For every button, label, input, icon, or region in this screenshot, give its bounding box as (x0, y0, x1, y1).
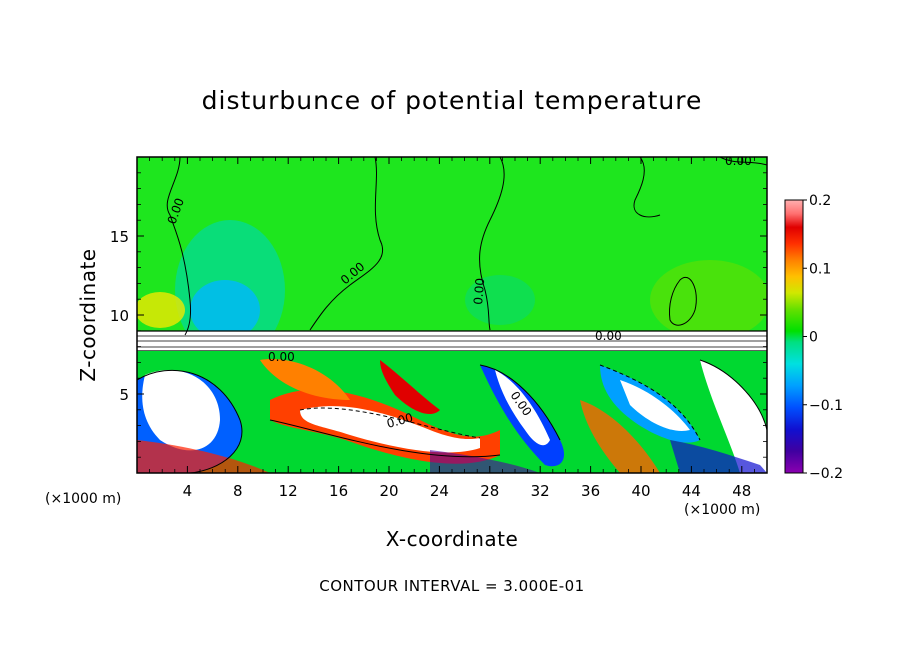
colorbar (784, 199, 804, 474)
contour-label: 0.00 (385, 410, 414, 430)
y-tick-label: 5 (119, 386, 129, 404)
colorbar-tick-label: 0.1 (809, 261, 831, 277)
x-tick-label: 24 (430, 482, 449, 500)
y-tick-label: 10 (110, 307, 129, 325)
x-axis: 4 8 12 16 20 24 28 32 36 40 44 48 (149, 157, 755, 500)
x-tick-label: 8 (233, 482, 243, 500)
x-tick-label: 20 (379, 482, 398, 500)
z-unit-label: (×1000 m) (45, 491, 122, 507)
x-tick-label: 32 (531, 482, 550, 500)
field-image: 0.00 0.00 0.00 0.00 0.00 0.00 0.00 0.00 (137, 154, 767, 473)
contour-label: 0.00 (595, 329, 622, 343)
x-unit-label: (×1000 m) (684, 502, 761, 518)
contour-interval-note: CONTOUR INTERVAL = 3.000E-01 (319, 577, 585, 595)
x-tick-label: 40 (631, 482, 650, 500)
contour-label: 0.00 (725, 154, 752, 168)
y-axis: 5 10 15 (110, 172, 767, 458)
colorbar-tick-label: 0.2 (809, 193, 831, 209)
y-tick-label: 15 (110, 228, 129, 246)
colorbar-tick-label: −0.2 (809, 466, 843, 482)
y-axis-label: Z-coordinate (76, 248, 100, 382)
x-tick-label: 12 (279, 482, 298, 500)
x-tick-label: 28 (480, 482, 499, 500)
x-tick-label: 36 (581, 482, 600, 500)
colorbar-tick-label: −0.1 (809, 398, 843, 414)
colorbar-tick-label: 0 (809, 330, 818, 346)
x-tick-label: 44 (682, 482, 701, 500)
colorbar-axis: 0.2 0.1 0 −0.1 −0.2 (803, 193, 843, 482)
chart-title: disturbunce of potential temperature (201, 86, 703, 115)
contour-label: 0.00 (471, 277, 487, 305)
contour-label: 0.00 (268, 350, 295, 364)
x-axis-label: X-coordinate (385, 527, 519, 551)
x-tick-label: 16 (329, 482, 348, 500)
x-tick-label: 4 (183, 482, 193, 500)
x-tick-label: 48 (732, 482, 751, 500)
